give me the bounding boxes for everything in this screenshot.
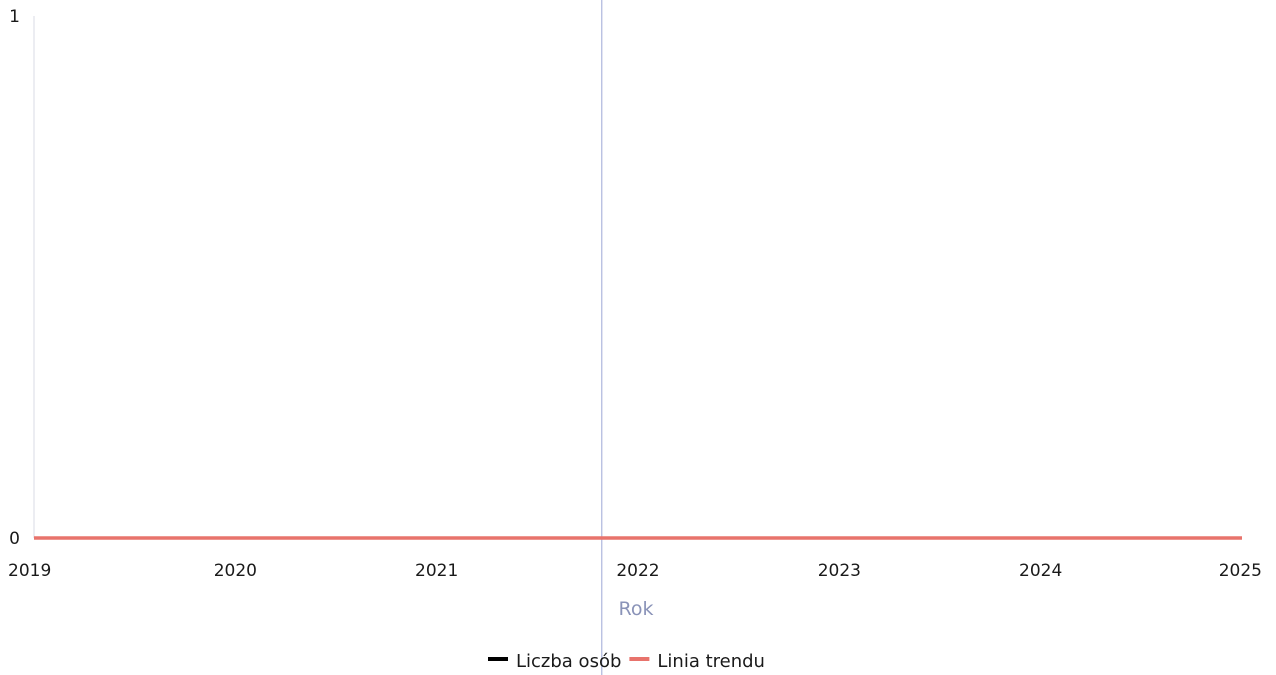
legend-swatch <box>629 657 650 661</box>
x-tick-label: 2025 <box>1219 561 1262 581</box>
x-axis-ticks: 2019 2020 2021 2022 2023 2024 2025 <box>8 561 1262 581</box>
x-tick-label: 2024 <box>1019 561 1062 581</box>
y-tick-label: 0 <box>9 529 20 549</box>
legend-swatch <box>488 657 508 661</box>
legend: Liczba osób Linia trendu <box>488 651 765 672</box>
x-axis-label: Rok <box>619 598 654 620</box>
legend-label: Liczba osób <box>516 651 621 672</box>
x-tick-label: 2020 <box>214 561 257 581</box>
y-axis-ticks: 01 <box>9 7 20 549</box>
legend-label: Linia trendu <box>657 651 765 672</box>
y-tick-label: 1 <box>9 7 20 27</box>
x-tick-label: 2023 <box>818 561 861 581</box>
x-tick-label: 2021 <box>415 561 458 581</box>
x-tick-label: 2019 <box>8 561 51 581</box>
x-tick-label: 2022 <box>616 561 659 581</box>
